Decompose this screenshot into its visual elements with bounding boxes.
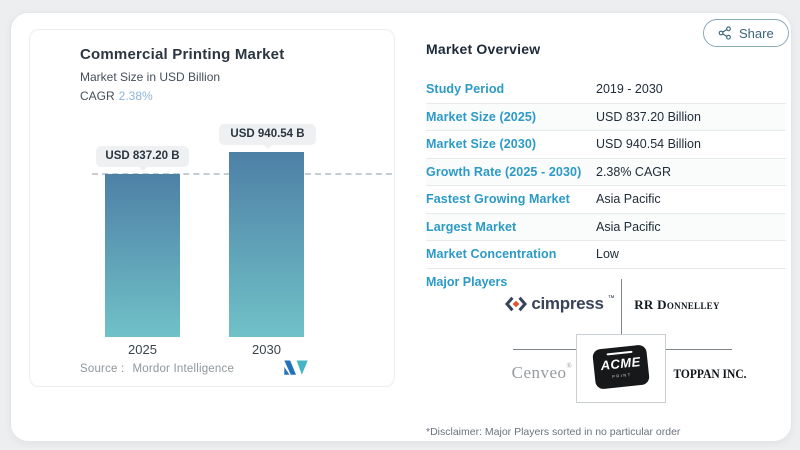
cenveo-wordmark: Cenveo — [511, 363, 567, 382]
share-icon — [718, 26, 731, 40]
row-value: Low — [596, 247, 619, 262]
logo-divider-left — [513, 349, 576, 350]
table-row: Market Size (2030) USD 940.54 Billion — [426, 131, 786, 159]
bar-value-label-2030: USD 940.54 B — [230, 128, 305, 140]
cimpress-logo: cimpress ™ — [504, 291, 616, 317]
cenveo-logo: Cenveo® — [506, 362, 578, 383]
overview-table: Study Period 2019 - 2030 Market Size (20… — [426, 76, 786, 269]
cenveo-registered-mark: ® — [566, 362, 573, 370]
disclaimer-text: *Disclaimer: Major Players sorted in no … — [426, 426, 681, 438]
row-label: Fastest Growing Market — [426, 192, 570, 207]
row-label: Market Concentration — [426, 247, 557, 262]
table-row: Market Size (2025) USD 837.20 Billion — [426, 103, 786, 131]
toppan-logo: TOPPAN INC. — [673, 367, 747, 381]
source-line: Source : Mordor Intelligence — [80, 363, 234, 375]
market-overview-card: Share Commercial Printing Market Market … — [10, 12, 792, 442]
logo-divider-vertical — [621, 279, 622, 334]
chart-title: Commercial Printing Market — [80, 46, 285, 63]
chart-panel: Commercial Printing Market Market Size i… — [29, 29, 395, 387]
row-label: Market Size (2030) — [426, 137, 537, 152]
table-row: Market Concentration Low — [426, 241, 786, 269]
row-label: Study Period — [426, 82, 505, 97]
table-row: Study Period 2019 - 2030 — [426, 76, 786, 104]
table-row: Largest Market Asia Pacific — [426, 213, 786, 241]
logo-divider-right — [664, 349, 732, 350]
row-label: Largest Market — [426, 219, 517, 234]
cimpress-brackets-icon — [505, 296, 528, 312]
row-label: Growth Rate (2025 - 2030) — [426, 164, 582, 179]
bar-2025 — [105, 174, 180, 337]
row-value: USD 940.54 Billion — [596, 137, 701, 152]
cagr-label: CAGR — [80, 89, 115, 103]
major-players-label: Major Players — [426, 275, 508, 289]
share-button-label: Share — [739, 25, 774, 41]
source-value: Mordor Intelligence — [132, 363, 235, 375]
source-label: Source : — [80, 363, 125, 375]
bar-value-callout-2025: USD 837.20 B — [96, 146, 189, 171]
chart-header: Commercial Printing Market Market Size i… — [80, 46, 284, 103]
cimpress-wordmark: cimpress — [531, 294, 604, 313]
cagr-value: 2.38% — [118, 89, 153, 103]
cimpress-trademark: ™ — [607, 294, 615, 302]
mordor-intelligence-logo-icon — [284, 360, 308, 375]
callout-pointer — [263, 145, 272, 149]
acme-badge-icon: ACME PRINT — [592, 344, 650, 390]
rr-donnelley-logo: RR Donnelley — [634, 297, 720, 312]
bar-2030 — [229, 152, 304, 337]
row-value: 2.38% CAGR — [596, 164, 672, 179]
chart-subtitle: Market Size in USD Billion — [80, 70, 221, 84]
row-value: USD 837.20 Billion — [596, 109, 701, 124]
row-value: Asia Pacific — [596, 192, 661, 207]
x-axis-label-2030: 2030 — [252, 342, 281, 357]
x-axis-label-2025: 2025 — [128, 342, 157, 357]
chart-cagr-line: CAGR 2.38% — [80, 89, 284, 103]
table-row: Fastest Growing Market Asia Pacific — [426, 186, 786, 214]
callout-pointer — [138, 167, 147, 171]
bar-value-label-2025: USD 837.20 B — [105, 150, 180, 162]
bar-value-callout-2030: USD 940.54 B — [219, 124, 316, 149]
share-button[interactable]: Share — [703, 19, 789, 47]
acme-logo-card: ACME PRINT — [576, 334, 666, 403]
row-label: Market Size (2025) — [426, 109, 537, 124]
row-value: Asia Pacific — [596, 219, 661, 234]
table-row: Growth Rate (2025 - 2030) 2.38% CAGR — [426, 158, 786, 186]
overview-title: Market Overview — [426, 41, 541, 57]
overview-panel: Market Overview Study Period 2019 - 2030… — [426, 41, 786, 441]
row-value: 2019 - 2030 — [596, 82, 663, 97]
